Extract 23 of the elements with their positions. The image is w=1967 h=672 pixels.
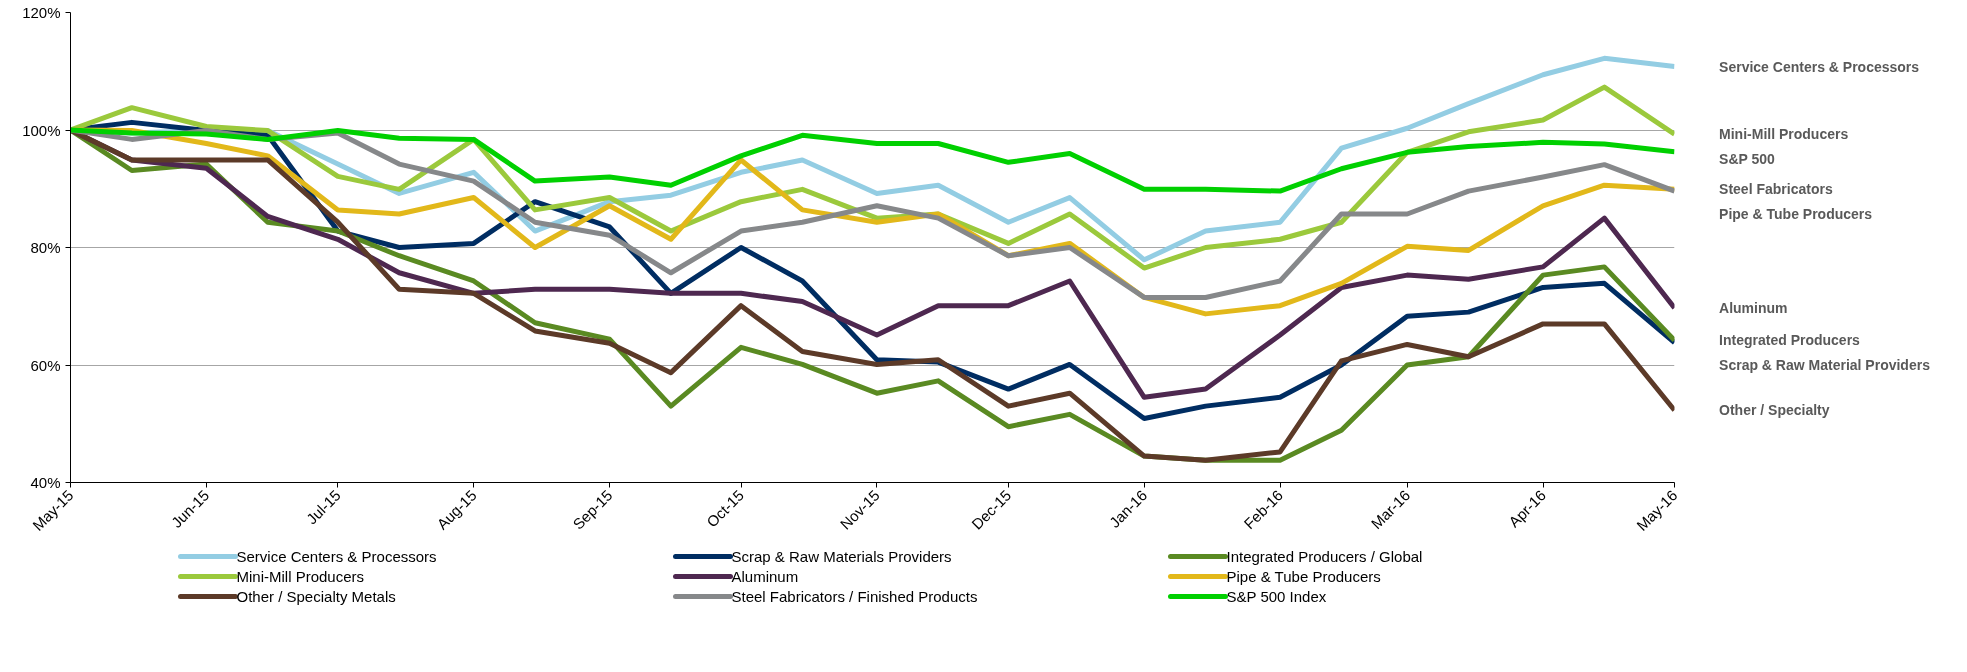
y-tick-label: 80% [30,239,61,256]
text: Scrap & Raw Material Providers [1719,357,1931,373]
legend-label: Other / Specialty Metals [236,588,396,605]
text: Service Centers & Processors [1719,58,1920,75]
text: Mini-Mill Producers [1719,126,1849,143]
y-tick-label: 40% [30,474,61,491]
y-tick-label: 100% [22,121,61,139]
text: Aluminum [1719,300,1788,317]
text: S&P 500 [1719,150,1776,167]
legend-label: Mini-Mill Producers [236,568,365,585]
text: Other / Specialty [1719,402,1830,419]
y-tick-label: 120% [22,4,61,21]
text: Integrated Producers [1719,332,1861,349]
text: Steel Fabricators [1719,181,1833,198]
y-tick-label: 60% [30,356,61,374]
legend-label: Pipe & Tube Producers [1226,568,1381,585]
legend-label: Steel Fabricators / Finished Products [731,588,978,605]
legend-label: Service Centers & Processors [236,548,437,565]
legend-label: Scrap & Raw Materials Providers [731,548,952,565]
text: Pipe & Tube Producers [1719,206,1873,223]
legend-label: S&P 500 Index [1226,588,1327,605]
legend-label: Integrated Producers / Global [1226,548,1423,565]
legend-label: Aluminum [731,568,799,585]
